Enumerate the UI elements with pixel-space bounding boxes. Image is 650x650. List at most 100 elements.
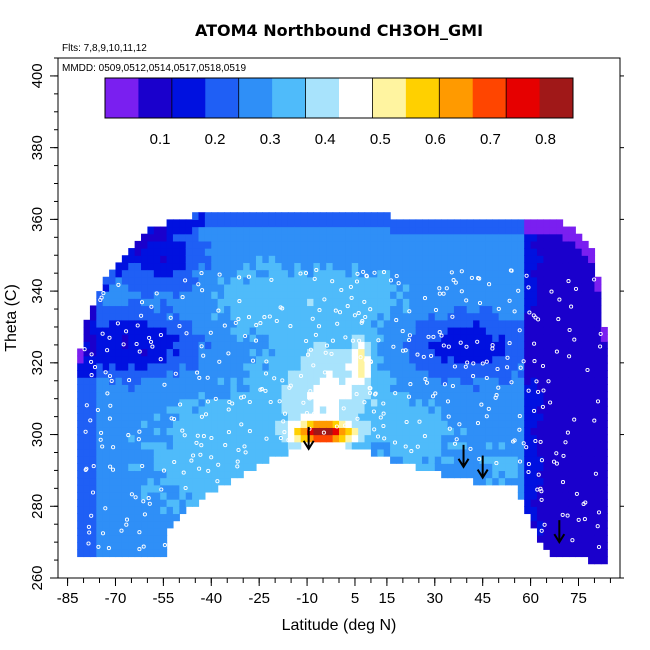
- heat-cell: [300, 219, 308, 228]
- heat-cell: [236, 341, 244, 350]
- observation-point: [148, 339, 154, 344]
- heat-cell: [479, 291, 487, 299]
- heat-cell: [268, 334, 276, 342]
- heat-cell: [121, 312, 129, 321]
- heat-cell: [185, 355, 193, 364]
- observation-point: [560, 512, 565, 517]
- heat-cell: [300, 377, 308, 385]
- heat-cell: [428, 291, 436, 299]
- heat-cell: [543, 283, 551, 292]
- observation-point: [233, 320, 238, 325]
- heat-cell: [549, 542, 557, 550]
- heat-cell: [141, 463, 149, 472]
- heat-cell: [581, 334, 589, 342]
- heat-cell: [192, 341, 200, 350]
- heat-cell: [249, 427, 257, 436]
- heat-cell: [402, 240, 410, 249]
- heat-cell: [473, 269, 481, 278]
- observation-point: [100, 444, 105, 449]
- heat-cell: [166, 434, 174, 443]
- heat-cell: [588, 248, 596, 256]
- heat-cell: [505, 448, 513, 457]
- heat-cell: [594, 298, 602, 307]
- heat-cell: [134, 248, 142, 256]
- heat-cell: [102, 549, 110, 558]
- heat-cell: [307, 334, 315, 342]
- observation-point: [301, 400, 306, 405]
- heat-cell: [243, 248, 251, 256]
- heat-cell: [300, 434, 308, 443]
- heat-cell: [77, 527, 85, 536]
- heat-cell: [192, 405, 200, 414]
- heat-cell: [160, 319, 168, 328]
- heat-cell: [192, 391, 200, 400]
- heat-cell: [409, 312, 417, 321]
- heat-cell: [556, 276, 564, 285]
- heat-cell: [377, 262, 385, 271]
- heat-cell: [549, 341, 557, 350]
- observation-point: [348, 284, 353, 289]
- y-tick-label: 380: [29, 135, 46, 160]
- heat-cell: [549, 377, 557, 385]
- observation-point: [269, 277, 274, 282]
- heat-cell: [147, 405, 155, 414]
- heat-cell: [492, 384, 500, 393]
- heat-cell: [543, 542, 551, 550]
- heat-cell: [511, 240, 519, 249]
- heat-cell: [128, 305, 136, 314]
- heat-cell: [536, 219, 544, 228]
- heat-cell: [198, 326, 206, 335]
- heat-cell: [243, 298, 251, 307]
- heat-cell: [505, 405, 513, 414]
- heat-cell: [166, 326, 174, 335]
- heat-cell: [281, 226, 289, 235]
- heat-cell: [498, 370, 506, 378]
- heat-cell: [562, 427, 570, 436]
- observation-point: [453, 280, 458, 285]
- heat-cell: [568, 305, 576, 314]
- heat-cell: [275, 377, 283, 385]
- heat-cell: [581, 384, 589, 393]
- heat-cell: [339, 319, 346, 328]
- observation-point: [182, 433, 187, 438]
- observation-point: [111, 445, 116, 450]
- heat-cell: [549, 240, 557, 249]
- heat-cell: [434, 441, 442, 450]
- heat-cell: [249, 298, 257, 307]
- heat-cell: [562, 276, 570, 285]
- observation-point: [382, 436, 387, 441]
- heat-cell: [345, 441, 353, 450]
- heat-cell: [383, 298, 391, 307]
- heat-cell: [460, 291, 468, 299]
- heat-cell: [172, 276, 180, 285]
- heat-cell: [332, 240, 340, 249]
- observation-point: [162, 382, 167, 387]
- heat-cell: [294, 370, 302, 378]
- heat-cell: [109, 326, 117, 335]
- heat-cell: [281, 255, 289, 264]
- heat-cell: [217, 262, 225, 271]
- heat-cell: [453, 362, 461, 371]
- heat-cell: [485, 477, 493, 486]
- heat-cell: [453, 312, 461, 321]
- heat-cell: [262, 334, 270, 342]
- heat-cell: [255, 348, 263, 357]
- heat-cell: [556, 312, 564, 321]
- heat-cell: [594, 556, 602, 565]
- observation-point: [87, 530, 92, 535]
- heat-cell: [568, 398, 576, 407]
- heat-cell: [262, 262, 270, 271]
- heat-cell: [339, 348, 346, 357]
- heat-cell: [600, 348, 608, 357]
- heat-cell: [364, 226, 372, 235]
- heat-cell: [153, 499, 161, 507]
- heat-cell: [594, 513, 602, 522]
- heat-cell: [77, 434, 85, 443]
- heat-cell: [109, 434, 117, 443]
- heat-cell: [204, 434, 212, 443]
- heat-cell: [77, 398, 85, 407]
- observation-point: [526, 285, 531, 290]
- heat-cell: [115, 405, 123, 414]
- heat-cell: [192, 240, 200, 249]
- heat-cell: [77, 362, 85, 371]
